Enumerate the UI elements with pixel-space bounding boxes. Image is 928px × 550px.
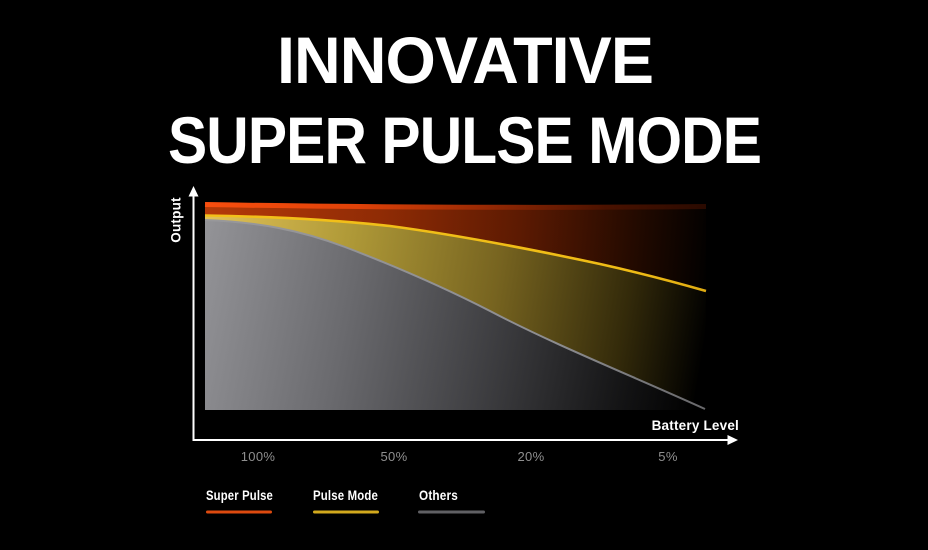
y-axis-arrowhead-icon [188, 186, 199, 197]
x-tick-50: 50% [381, 449, 408, 464]
title-line-1: INNOVATIVE [277, 23, 653, 97]
others-area [205, 220, 705, 410]
legend-swatch-super-pulse [206, 510, 272, 514]
axes [188, 186, 738, 445]
others-line [204, 219, 706, 410]
pulse-mode-area [205, 215, 706, 409]
legend-item-others: Others [418, 488, 485, 514]
super-pulse-area [205, 204, 706, 291]
x-tick-labels: 100% 50% 20% 5% [241, 449, 678, 464]
chart-plot-area [204, 202, 707, 410]
x-axis-arrowhead-icon [727, 435, 738, 445]
x-tick-5: 5% [658, 449, 678, 464]
legend-item-super-pulse: Super Pulse [206, 488, 273, 514]
y-axis-label: Output [169, 197, 184, 243]
legend-item-pulse-mode: Pulse Mode [313, 488, 379, 514]
legend: Super Pulse Pulse Mode Others [206, 488, 485, 514]
x-axis-label: Battery Level [652, 418, 739, 433]
legend-label-others: Others [419, 488, 458, 503]
legend-label-super-pulse: Super Pulse [206, 488, 273, 503]
pulse-mode-line [204, 214, 707, 293]
super-pulse-line [204, 202, 707, 210]
legend-label-pulse-mode: Pulse Mode [313, 488, 378, 503]
legend-swatch-others [418, 510, 485, 514]
title-line-2: SUPER PULSE MODE [168, 103, 761, 177]
legend-swatch-pulse-mode [313, 510, 379, 514]
x-tick-20: 20% [518, 449, 545, 464]
x-tick-100: 100% [241, 449, 276, 464]
